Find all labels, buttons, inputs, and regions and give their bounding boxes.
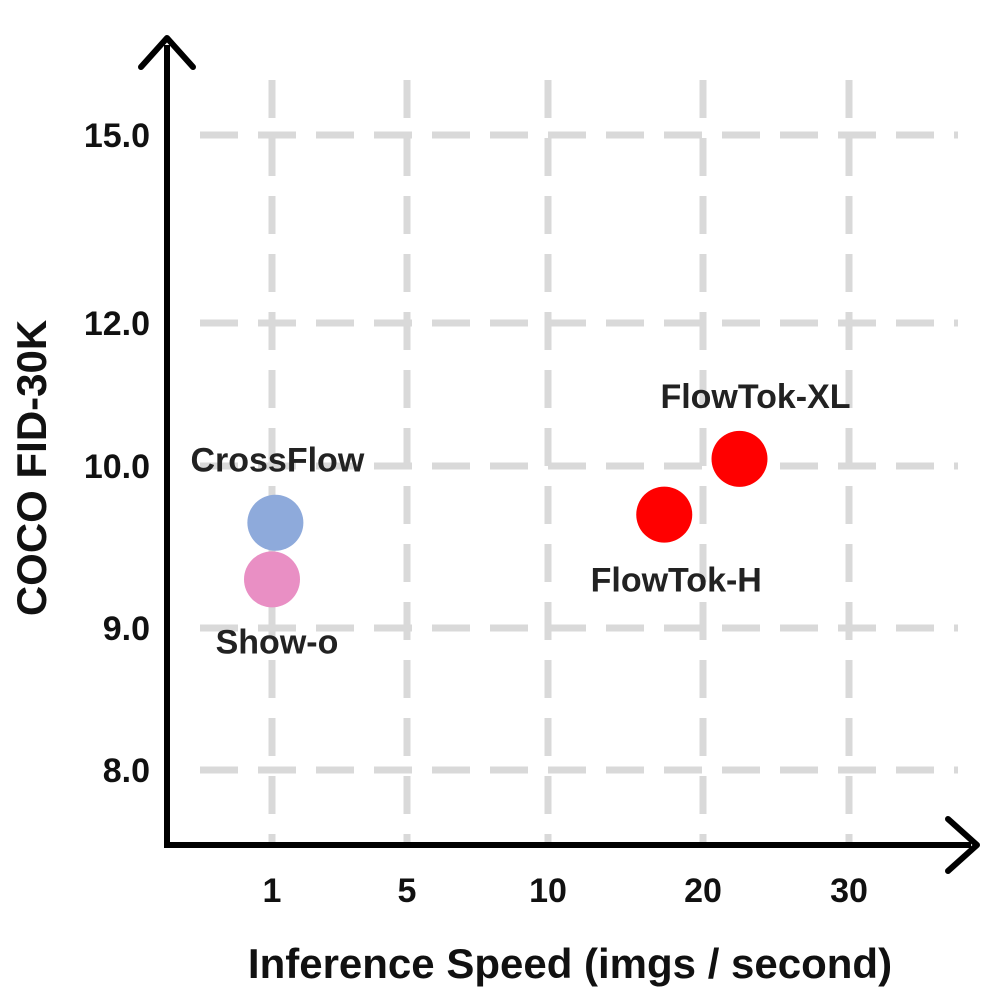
data-points [244,430,768,608]
y-tick-labels: 15.0 12.0 10.0 9.0 8.0 [84,117,150,790]
point-label-show-o: Show-o [216,623,339,661]
y-axis-arrow [138,35,196,70]
y-tick-label: 10.0 [84,448,150,486]
y-tick-label: 15.0 [84,117,150,155]
y-tick-label: 12.0 [84,305,150,343]
y-tick-label: 8.0 [103,752,150,790]
point-label-flowtok-xl: FlowTok-XL [660,378,850,416]
point-flowtok-h [636,486,693,543]
x-tick-label: 10 [529,872,567,910]
point-labels: CrossFlow Show-o FlowTok-H FlowTok-XL [190,378,850,662]
y-tick-label: 9.0 [103,610,150,648]
x-axis-title: Inference Speed (imgs / second) [248,940,892,987]
x-tick-label: 20 [684,872,722,910]
grid-lines [200,80,958,845]
x-tick-label: 5 [398,872,417,910]
axes [138,35,980,874]
x-tick-labels: 1 5 10 20 30 [263,872,868,910]
x-axis-arrow [945,816,980,874]
point-label-crossflow: CrossFlow [190,442,364,480]
x-tick-label: 30 [830,872,868,910]
point-flowtok-xl [711,430,768,487]
y-axis-title: COCO FID-30K [8,320,55,616]
point-show-o [244,551,300,608]
x-tick-label: 1 [263,872,282,910]
point-label-flowtok-h: FlowTok-H [591,562,762,600]
point-crossflow [247,494,304,551]
